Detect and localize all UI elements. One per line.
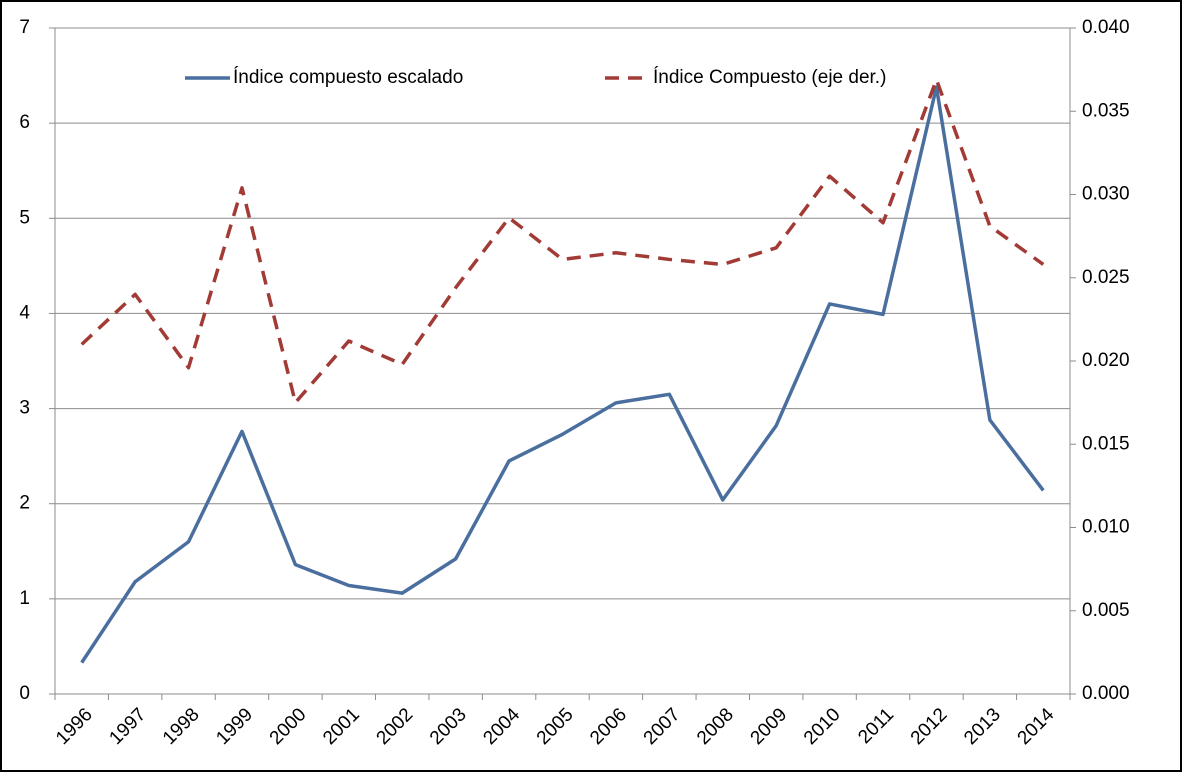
y2-tick-label: 0.025: [1082, 267, 1130, 288]
y-tick-label: 7: [19, 17, 30, 38]
y2-tick-label: 0.015: [1082, 433, 1130, 454]
y2-tick-label: 0.005: [1082, 600, 1130, 621]
y-tick-label: 2: [19, 493, 30, 514]
series-line: [80, 85, 1045, 664]
y2-tick-label: 0.000: [1082, 683, 1130, 704]
legend-label: Índice Compuesto (eje der.): [653, 67, 886, 88]
y2-tick-label: 0.040: [1082, 17, 1130, 38]
y-tick-label: 4: [19, 302, 30, 323]
y2-tick-label: 0.020: [1082, 350, 1130, 371]
y-tick-label: 0: [19, 683, 30, 704]
y2-tick-label: 0.010: [1082, 517, 1130, 538]
y-tick-label: 5: [19, 207, 30, 228]
series-line: [80, 77, 1045, 405]
y-tick-label: 3: [19, 398, 30, 419]
y2-tick-label: 0.030: [1082, 184, 1130, 205]
y2-tick-label: 0.035: [1082, 100, 1130, 121]
legend-label: Índice compuesto escalado: [233, 67, 463, 88]
y-tick-label: 6: [19, 112, 30, 133]
y-tick-label: 1: [19, 588, 30, 609]
